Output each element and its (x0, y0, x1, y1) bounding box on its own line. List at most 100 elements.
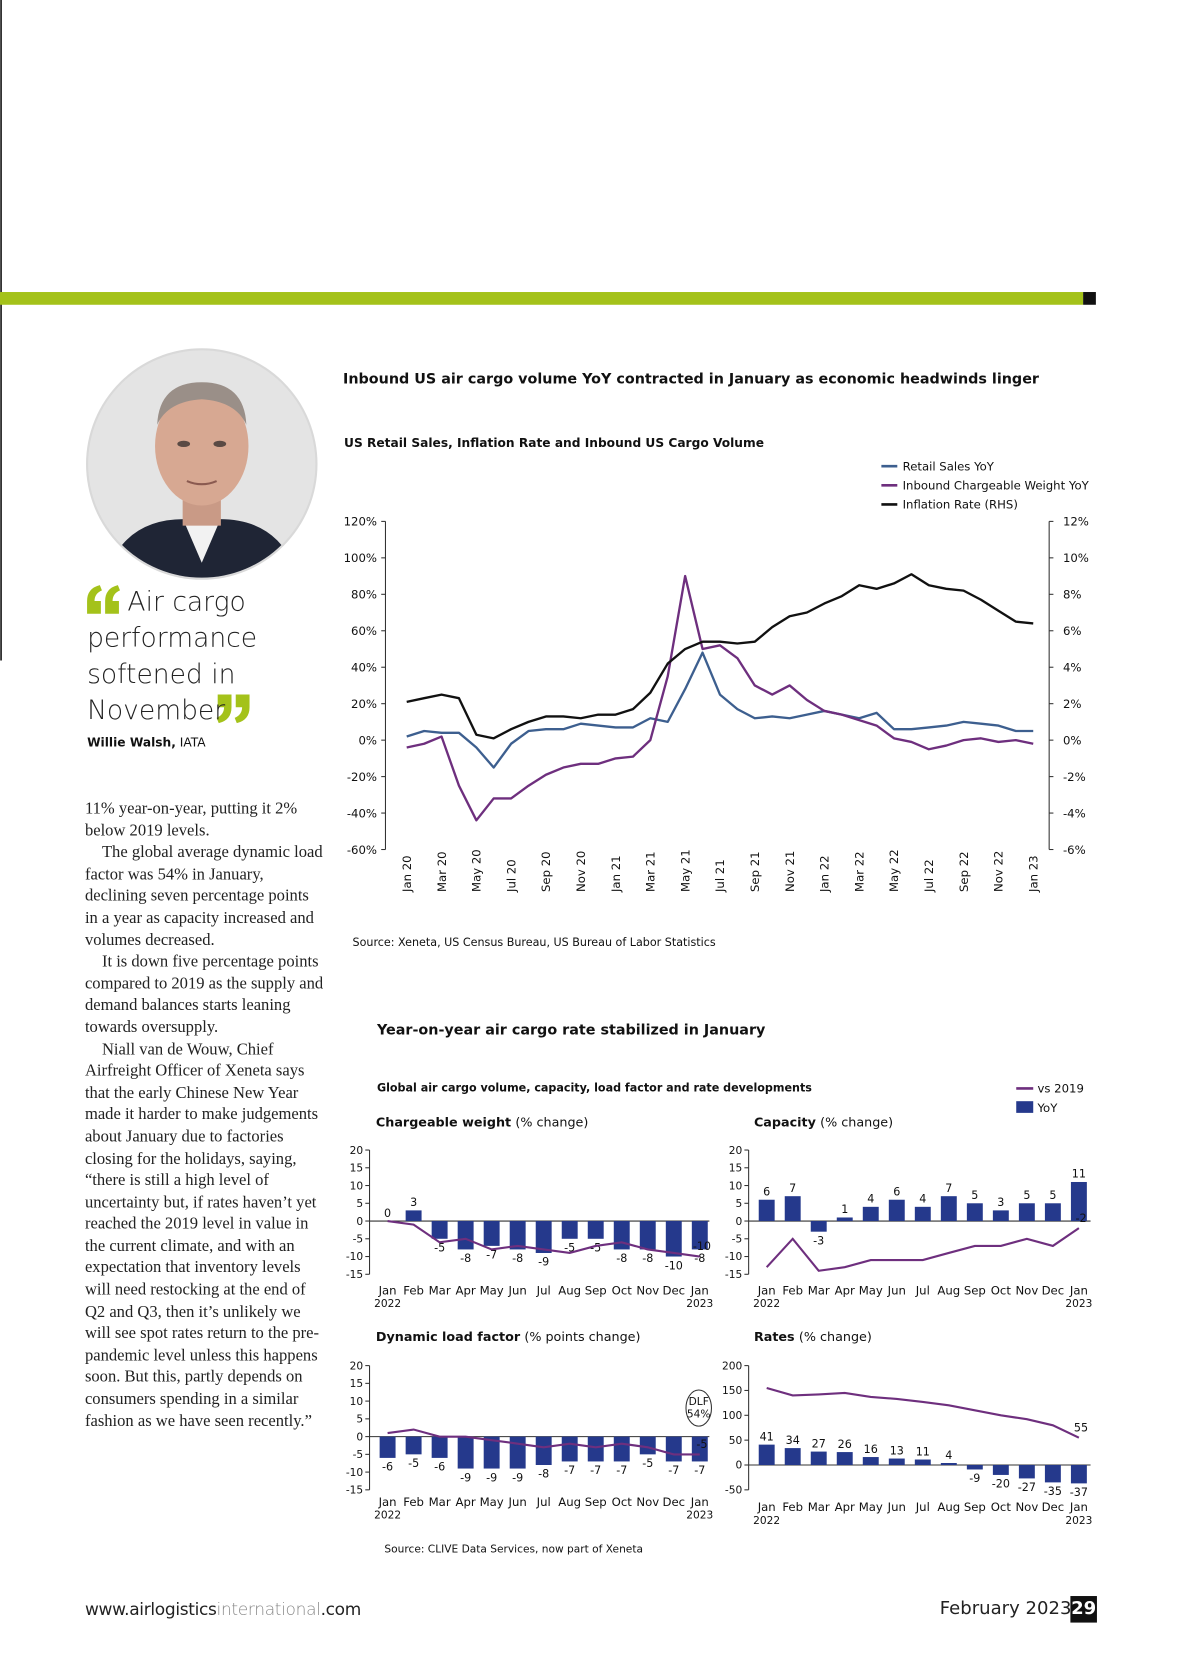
y-tick-label: -5 (353, 1448, 364, 1461)
panel-title: Chargeable weight (% change) (376, 1116, 588, 1131)
bar-value-label: -9 (512, 1471, 523, 1484)
chart-subtitle: US Retail Sales, Inflation Rate and Inbo… (344, 436, 764, 450)
x-tick-label: Aug (558, 1495, 581, 1509)
y-tick-label: 10 (729, 1179, 743, 1192)
bar (561, 1221, 578, 1239)
series-line (765, 1227, 1080, 1272)
x-tick-label: Jul 21 (713, 859, 727, 893)
x-year-label: 2023 (686, 1509, 713, 1522)
bar (457, 1436, 474, 1469)
bar (587, 1436, 604, 1462)
panel-title-name: Rates (754, 1330, 795, 1345)
bar-value-label: 5 (1023, 1189, 1030, 1202)
bar-value-label: 4 (945, 1449, 952, 1462)
x-tick-label: Jul (536, 1495, 551, 1509)
bar-value-label: 6 (893, 1185, 900, 1198)
y2-tick-label: 4% (1063, 660, 1082, 674)
legend-label: Inflation Rate (RHS) (903, 498, 1018, 512)
author-name: Willie Walsh, (87, 734, 176, 750)
y-tick-label: 20% (351, 697, 377, 711)
x-year-label: 2022 (753, 1514, 780, 1527)
x-tick-label: Jan (378, 1283, 397, 1297)
bar-value-label: 6 (763, 1185, 770, 1198)
y-tick-label: 20 (729, 1144, 743, 1157)
x-tick-label: Mar 21 (644, 851, 658, 892)
bar (379, 1436, 396, 1458)
bar-value-label: 34 (786, 1434, 800, 1447)
y2-tick-label: 12% (1063, 515, 1089, 529)
bar (509, 1436, 526, 1469)
y2-tick-label: 6% (1063, 624, 1082, 638)
bar-value-label: -9 (969, 1472, 980, 1485)
section-subtitle: Global air cargo volume, capacity, load … (377, 1082, 812, 1095)
bar-value-label: 4 (919, 1193, 926, 1206)
y-tick-label: -60% (347, 843, 377, 857)
bar (940, 1196, 957, 1222)
page-number: 29 (1070, 1596, 1097, 1623)
footer-url: www.airlogisticsinternational.com (85, 1599, 361, 1619)
x-tick-label: Feb (782, 1283, 803, 1297)
bar (535, 1221, 552, 1253)
x-tick-label: Oct (612, 1495, 633, 1509)
y-tick-label: -20% (347, 770, 377, 784)
bar (836, 1452, 853, 1465)
x-tick-label: May 22 (887, 849, 901, 892)
x-tick-label: Sep (964, 1500, 986, 1514)
bar-value-label: 1 (841, 1203, 848, 1216)
bar (613, 1436, 630, 1462)
bar-value-label: -5 (642, 1457, 653, 1470)
x-tick-label: Sep (585, 1283, 607, 1297)
bar-value-label: -37 (1070, 1486, 1088, 1499)
bar-value-label: 3 (997, 1196, 1004, 1209)
pull-quote: Air cargo performance softened in Novemb… (87, 584, 268, 728)
x-year-label: 2022 (374, 1297, 401, 1310)
bar-value-label: -8 (642, 1252, 653, 1265)
bar-value-label: -7 (486, 1249, 497, 1262)
x-tick-label: Nov (636, 1495, 659, 1509)
x-tick-label: Jan 20 (400, 855, 414, 893)
panel-title-unit: (% points change) (524, 1330, 640, 1345)
y-tick-label: 20 (350, 1144, 364, 1157)
x-tick-label: Dec (1042, 1500, 1065, 1514)
legend-label: Inbound Chargeable Weight YoY (903, 479, 1090, 493)
x-tick-label: Jul (915, 1500, 930, 1514)
bar-value-label: -5 (434, 1242, 445, 1255)
bar (405, 1436, 422, 1455)
bar (665, 1221, 682, 1257)
y-tick-label: 120% (344, 515, 377, 529)
x-tick-label: Jun (887, 1283, 906, 1297)
y-tick-label: -50 (725, 1484, 743, 1497)
bar-value-label: -6 (382, 1461, 393, 1474)
x-tick-label: Nov 22 (992, 851, 1006, 892)
annotation-text: DLF (689, 1395, 709, 1408)
y-tick-label: 10 (350, 1395, 364, 1408)
x-year-label: 2023 (686, 1297, 713, 1310)
quote-marks (87, 585, 250, 724)
x-tick-label: Nov (636, 1283, 659, 1297)
url-part: international (216, 1599, 321, 1620)
series-line (387, 1220, 700, 1258)
bar-value-label: -35 (1044, 1485, 1062, 1498)
green-bar (0, 292, 1084, 305)
y-tick-label: 100% (344, 551, 377, 565)
bar (613, 1221, 630, 1250)
bar-value-label: -27 (1018, 1481, 1036, 1494)
x-tick-label: Jan 22 (818, 855, 832, 893)
line-end-label: -2 (1075, 1212, 1086, 1225)
panel-title: Dynamic load factor (% points change) (376, 1330, 641, 1345)
bar-value-label: 7 (789, 1182, 796, 1195)
y-tick-label: 0 (736, 1215, 743, 1228)
x-year-label: 2022 (753, 1297, 780, 1310)
bar (1018, 1203, 1035, 1222)
x-tick-label: Nov 21 (783, 851, 797, 892)
y-tick-label: -15 (346, 1268, 363, 1281)
x-tick-label: Feb (782, 1500, 803, 1514)
x-tick-label: Nov 20 (574, 851, 588, 892)
bar (810, 1221, 827, 1232)
x-tick-label: Jan (690, 1283, 709, 1297)
bar-value-label: -7 (694, 1464, 705, 1477)
bar (431, 1436, 448, 1458)
bar-value-label: 5 (971, 1189, 978, 1202)
y-tick-label: 5 (736, 1197, 743, 1210)
bar (1070, 1464, 1087, 1484)
